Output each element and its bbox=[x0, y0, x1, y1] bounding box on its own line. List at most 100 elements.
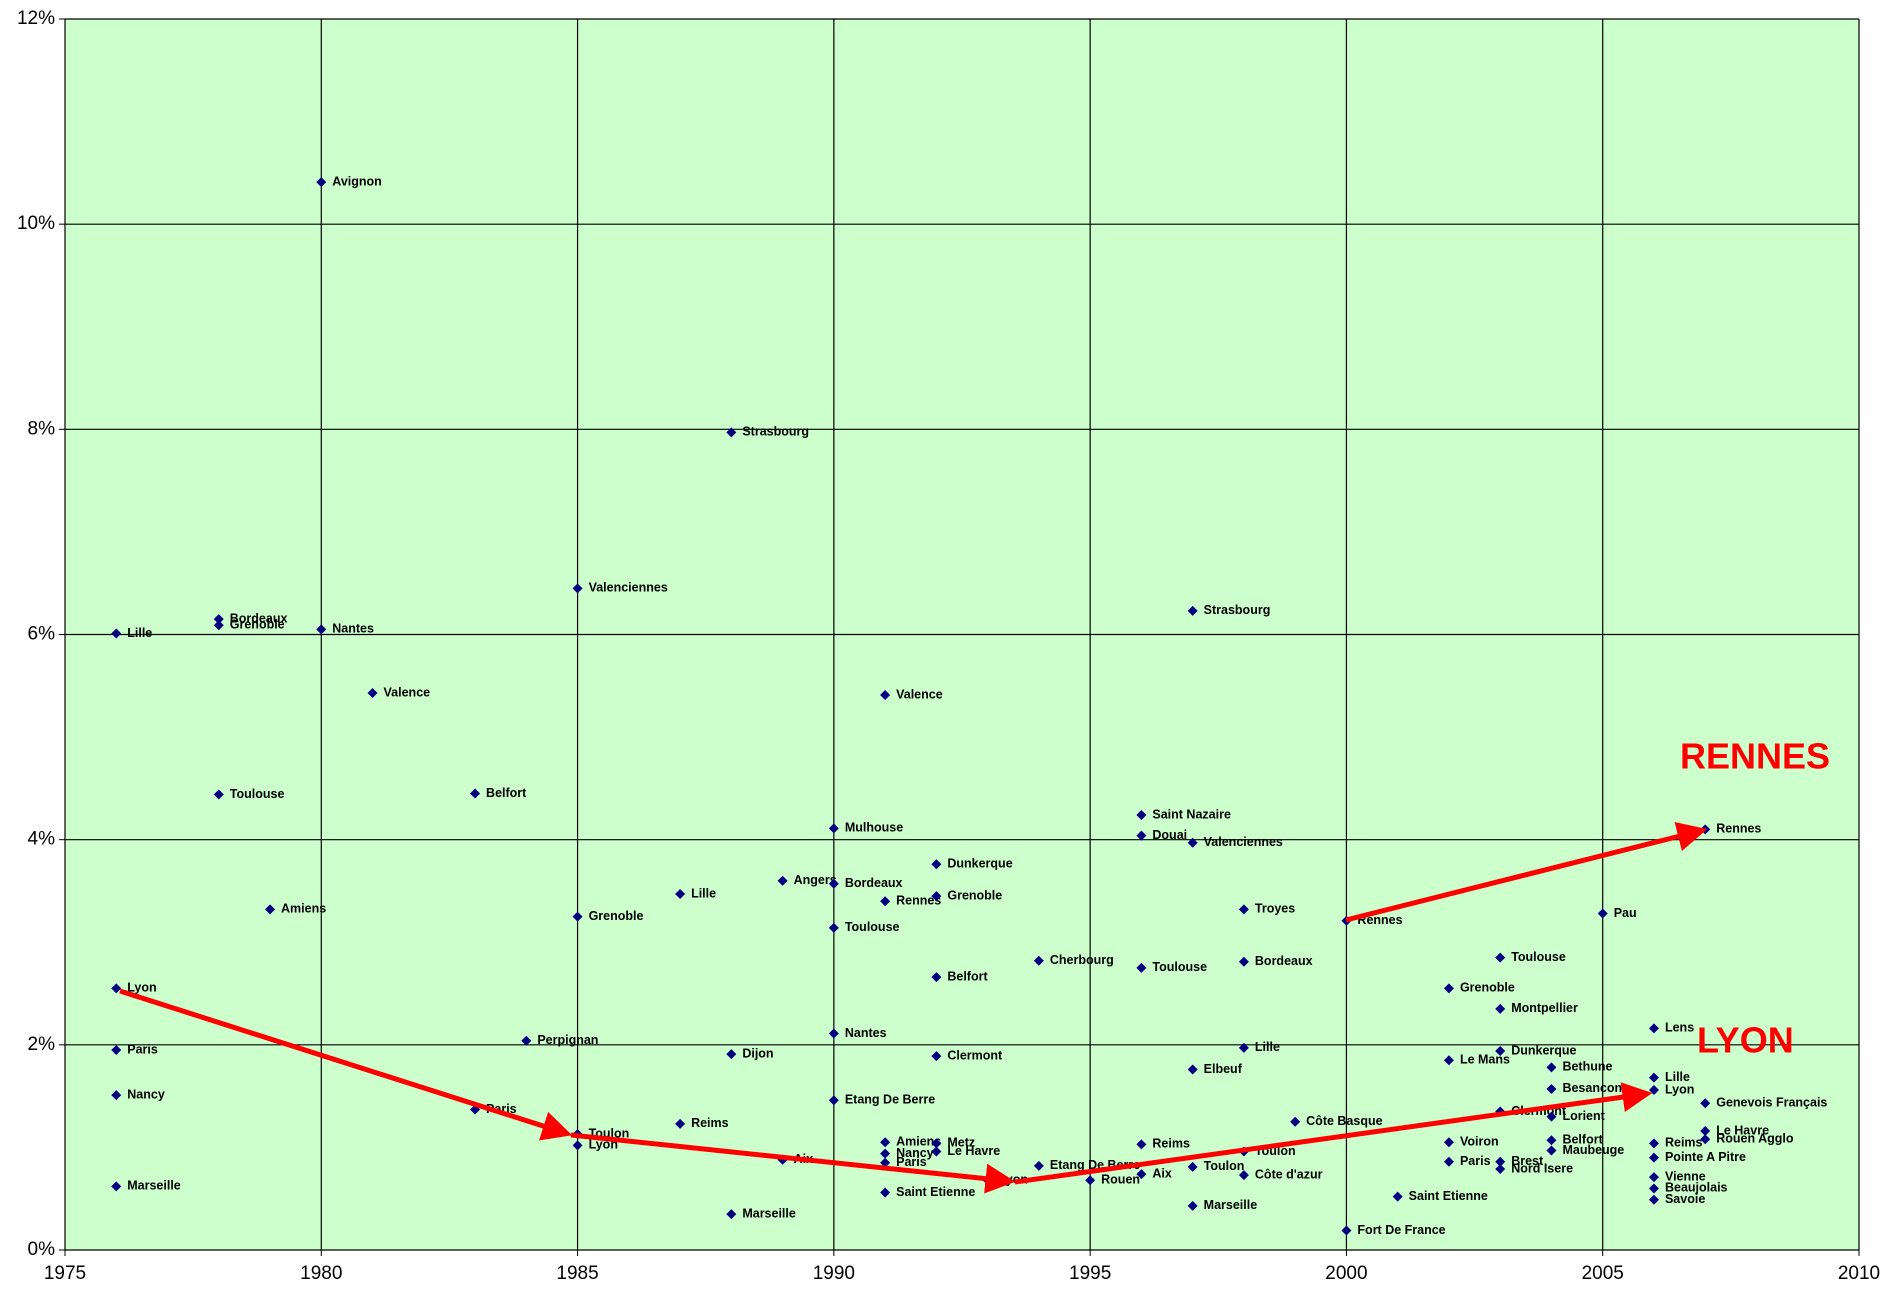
x-tick-label: 1995 bbox=[1069, 1263, 1111, 1284]
point-label: Rouen bbox=[1101, 1173, 1140, 1187]
point bbox=[1238, 1042, 1249, 1053]
point bbox=[316, 177, 327, 188]
point bbox=[111, 1044, 122, 1055]
point bbox=[828, 922, 839, 933]
point-label: Rouen Agglo bbox=[1716, 1132, 1794, 1146]
point bbox=[1187, 1200, 1198, 1211]
point bbox=[675, 889, 686, 900]
point-label: Bordeaux bbox=[230, 611, 288, 625]
point-label: Nord Isere bbox=[1511, 1161, 1573, 1175]
point bbox=[880, 1148, 891, 1159]
point bbox=[111, 1090, 122, 1101]
point-label: Lorient bbox=[1562, 1109, 1605, 1123]
point bbox=[880, 690, 891, 701]
point bbox=[1392, 1191, 1403, 1202]
point-label: Saint Etienne bbox=[896, 1185, 975, 1199]
point-label: Marseille bbox=[1204, 1198, 1258, 1212]
point bbox=[1238, 1170, 1249, 1181]
point bbox=[880, 896, 891, 907]
point-label: Reims bbox=[691, 1116, 729, 1130]
point bbox=[1546, 1145, 1557, 1156]
point-label: Valenciennes bbox=[589, 581, 668, 595]
point-label: Dunkerque bbox=[1511, 1043, 1576, 1057]
point bbox=[1648, 1194, 1659, 1205]
point-label: Genevois Français bbox=[1716, 1096, 1827, 1110]
point bbox=[1648, 1138, 1659, 1149]
point bbox=[1546, 1062, 1557, 1073]
point-label: Cherbourg bbox=[1050, 953, 1114, 967]
x-tick-label: 2005 bbox=[1582, 1263, 1624, 1284]
point bbox=[1187, 837, 1198, 848]
point-label: Valence bbox=[384, 685, 431, 699]
point bbox=[1700, 1134, 1711, 1145]
point-label: Belfort bbox=[486, 786, 527, 800]
point bbox=[1495, 1045, 1506, 1056]
point bbox=[1341, 1225, 1352, 1236]
arrow bbox=[570, 1132, 1016, 1194]
point-label: Metz bbox=[947, 1136, 975, 1150]
y-tick-label: 0% bbox=[28, 1239, 56, 1260]
point-label: Marseille bbox=[127, 1179, 181, 1193]
point-label: Saint Etienne bbox=[1409, 1189, 1488, 1203]
point-label: Avignon bbox=[332, 174, 382, 188]
point-label: Etang De Berre bbox=[845, 1093, 935, 1107]
point bbox=[1136, 1139, 1147, 1150]
y-tick-label: 4% bbox=[28, 829, 56, 850]
point-label: Dijon bbox=[742, 1046, 773, 1060]
point bbox=[1597, 908, 1608, 919]
point bbox=[1648, 1152, 1659, 1163]
point bbox=[111, 1181, 122, 1192]
point bbox=[1238, 956, 1249, 967]
point-label: Toulouse bbox=[230, 787, 285, 801]
point bbox=[265, 904, 276, 915]
point bbox=[1495, 1163, 1506, 1174]
point-label: Le Havre bbox=[947, 1144, 1000, 1158]
point-label: Bethune bbox=[1562, 1060, 1612, 1074]
point-label: Elbeuf bbox=[1204, 1062, 1243, 1076]
point bbox=[1546, 1111, 1557, 1122]
point-label: Rennes bbox=[896, 894, 941, 908]
x-tick-label: 1975 bbox=[44, 1263, 86, 1284]
point-label: Vienne bbox=[1665, 1169, 1706, 1183]
point-label: Paris bbox=[127, 1042, 158, 1056]
point-label: Lens bbox=[1665, 1021, 1694, 1035]
point-label: Clermont bbox=[947, 1048, 1003, 1062]
point-label: Montpellier bbox=[1511, 1001, 1578, 1015]
point bbox=[1136, 810, 1147, 821]
point-label: Voiron bbox=[1460, 1135, 1499, 1149]
x-tick-label: 2000 bbox=[1325, 1263, 1367, 1284]
point-label: Douai bbox=[1152, 828, 1187, 842]
point-label: Toulouse bbox=[845, 920, 900, 934]
y-tick-label: 2% bbox=[28, 1034, 56, 1055]
point-label: Besancon bbox=[1562, 1081, 1622, 1095]
point bbox=[316, 624, 327, 635]
point bbox=[828, 1028, 839, 1039]
point-label: Mulhouse bbox=[845, 821, 903, 835]
point bbox=[931, 859, 942, 870]
point bbox=[1187, 1161, 1198, 1172]
point-label: Le Havre bbox=[1716, 1123, 1769, 1137]
point bbox=[726, 1209, 737, 1220]
point-label: Valence bbox=[896, 687, 943, 701]
point bbox=[828, 878, 839, 889]
point bbox=[1648, 1072, 1659, 1083]
point bbox=[1187, 1064, 1198, 1075]
point-label: Toulouse bbox=[1152, 960, 1207, 974]
point-label: Aix bbox=[1152, 1166, 1172, 1180]
point bbox=[1700, 1126, 1711, 1137]
point-label: Côte Basque bbox=[1306, 1114, 1382, 1128]
point-label: Grenoble bbox=[947, 888, 1002, 902]
point bbox=[1546, 1135, 1557, 1146]
point bbox=[111, 983, 122, 994]
point bbox=[880, 1137, 891, 1148]
point bbox=[572, 911, 583, 922]
point-label: Lille bbox=[1665, 1070, 1690, 1084]
point-label: Fort De France bbox=[1357, 1223, 1445, 1237]
point bbox=[1085, 1175, 1096, 1186]
arrow bbox=[119, 988, 573, 1141]
point bbox=[828, 823, 839, 834]
point-label: Maubeuge bbox=[1562, 1143, 1624, 1157]
point bbox=[931, 1051, 942, 1062]
point-label: Nancy bbox=[896, 1146, 934, 1160]
point bbox=[213, 620, 224, 631]
